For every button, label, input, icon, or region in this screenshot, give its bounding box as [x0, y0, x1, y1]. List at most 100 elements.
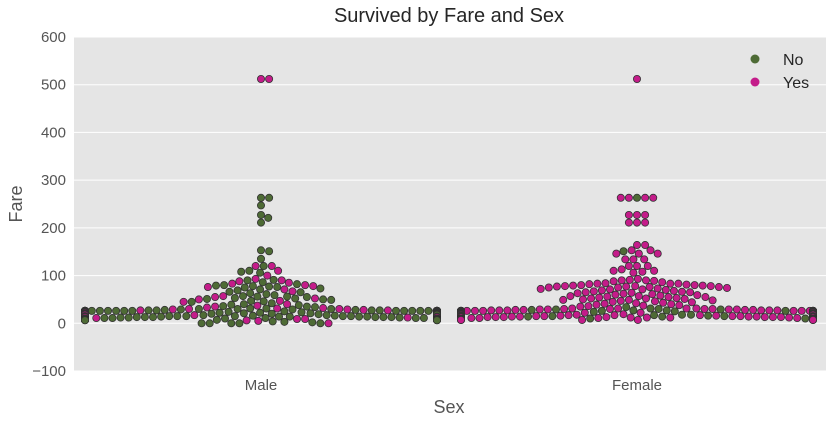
point-female-yes: [687, 298, 696, 307]
point-female-no: [670, 307, 679, 316]
point-male-no: [248, 311, 257, 320]
point-male-no: [187, 297, 196, 306]
point-male-no: [294, 301, 303, 310]
point-male-no: [240, 283, 249, 292]
point-female-yes: [600, 299, 609, 308]
point-female-yes: [576, 302, 585, 311]
point-male-no: [233, 286, 242, 295]
point-female-yes: [561, 282, 570, 291]
point-female-yes: [610, 311, 619, 320]
point-male-no: [291, 294, 300, 303]
point-male-no: [256, 201, 265, 210]
point-male-no: [152, 306, 161, 315]
point-male-no: [261, 314, 270, 323]
legend-yes-marker: [750, 77, 760, 87]
point-female-yes: [495, 306, 504, 315]
point-female-yes: [656, 291, 665, 300]
y-tick-label: 200: [41, 220, 66, 237]
point-male-no: [248, 282, 257, 291]
point-male-no: [285, 312, 294, 321]
point-male-no: [212, 315, 221, 324]
point-male-no: [288, 305, 297, 314]
point-male-no: [269, 275, 278, 284]
point-female-yes: [616, 193, 625, 202]
x-tick-label-female: Female: [612, 377, 662, 394]
point-male-yes: [288, 287, 297, 296]
point-female-yes: [467, 314, 476, 323]
point-male-yes: [335, 304, 344, 313]
point-female-yes: [609, 277, 618, 286]
point-male-no: [274, 312, 283, 321]
point-female-yes: [641, 218, 650, 227]
point-female-yes: [540, 312, 549, 321]
point-male-yes: [242, 316, 251, 325]
point-male-no: [235, 319, 244, 328]
point-male-no: [316, 284, 325, 293]
point-female-yes: [690, 281, 699, 290]
point-female-yes: [456, 315, 465, 324]
point-male-yes: [256, 74, 265, 83]
point-male-no: [265, 247, 274, 256]
point-male-no: [432, 316, 441, 325]
point-male-no: [247, 296, 256, 305]
point-male-no: [267, 299, 276, 308]
point-female-yes: [617, 276, 626, 285]
point-male-no: [144, 306, 153, 315]
point-male-no: [197, 319, 206, 328]
point-male-no: [108, 314, 117, 323]
point-male-no: [319, 295, 328, 304]
point-female-yes: [483, 313, 492, 322]
point-male-yes: [251, 262, 260, 271]
point-female-yes: [773, 306, 782, 315]
point-male-no: [211, 281, 220, 290]
point-female-no: [650, 311, 659, 320]
point-female-yes: [631, 282, 640, 291]
point-female-yes: [642, 294, 651, 303]
legend-yes-label: Yes: [783, 75, 809, 92]
point-male-yes: [292, 314, 301, 323]
point-male-no: [219, 302, 228, 311]
point-female-yes: [809, 315, 818, 324]
point-female-no: [597, 306, 606, 315]
point-female-yes: [543, 305, 552, 314]
point-male-no: [95, 306, 104, 315]
point-male-no: [267, 309, 276, 318]
point-male-no: [259, 297, 268, 306]
point-female-yes: [708, 296, 717, 305]
point-female-yes: [752, 312, 761, 321]
point-female-yes: [552, 282, 561, 291]
point-female-yes: [532, 312, 541, 321]
point-female-yes: [633, 315, 642, 324]
point-female-yes: [664, 293, 673, 302]
point-male-yes: [301, 281, 310, 290]
point-male-yes: [267, 262, 276, 271]
point-female-yes: [649, 193, 658, 202]
point-female-no: [586, 314, 595, 323]
point-female-yes: [491, 313, 500, 322]
chart-title: Survived by Fare and Sex: [334, 5, 564, 27]
point-male-no: [207, 309, 216, 318]
point-female-yes: [587, 294, 596, 303]
point-female-yes: [661, 285, 670, 294]
point-male-no: [140, 313, 149, 322]
point-female-yes: [593, 279, 602, 288]
point-female-yes: [589, 287, 598, 296]
point-male-no: [416, 306, 425, 315]
y-tick-label: 300: [41, 172, 66, 189]
point-male-no: [330, 311, 339, 320]
point-male-yes: [92, 314, 101, 323]
point-female-yes: [633, 218, 642, 227]
y-tick-label: −100: [32, 363, 66, 380]
point-male-yes: [202, 303, 211, 312]
point-male-yes: [280, 285, 289, 294]
point-female-yes: [648, 290, 657, 299]
point-female-yes: [499, 313, 508, 322]
point-female-yes: [627, 246, 636, 255]
point-male-no: [256, 254, 265, 263]
point-female-yes: [621, 255, 630, 264]
point-female-yes: [639, 301, 648, 310]
point-female-yes: [624, 295, 633, 304]
point-female-yes: [696, 311, 705, 320]
point-male-yes: [194, 295, 203, 304]
point-female-yes: [632, 299, 641, 308]
